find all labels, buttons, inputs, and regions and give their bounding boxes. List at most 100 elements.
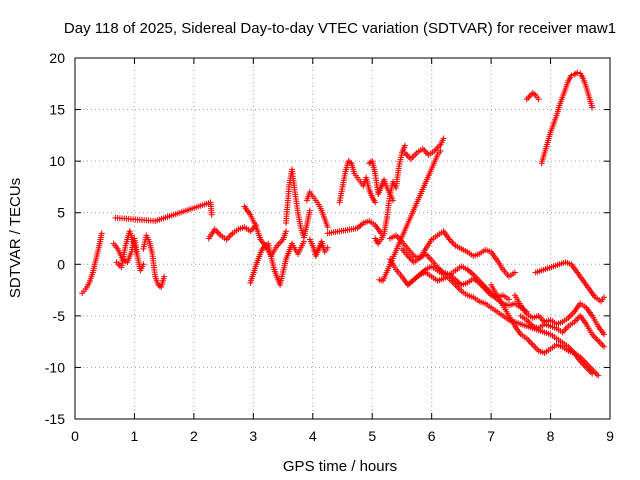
- data-point: [390, 197, 397, 204]
- data-point: [599, 342, 606, 349]
- data-point: [465, 267, 472, 274]
- series-outliers1: [112, 199, 215, 224]
- x-tick-label: 9: [606, 428, 614, 444]
- data-point: [394, 233, 401, 240]
- series-seg15: [401, 135, 447, 163]
- data-point: [140, 261, 147, 268]
- series-seg22: [517, 312, 608, 350]
- data-point: [601, 294, 608, 301]
- data-point: [455, 285, 462, 292]
- data-point: [449, 239, 456, 246]
- data-point: [98, 230, 105, 237]
- series-seg16: [387, 228, 518, 280]
- data-point: [528, 340, 535, 347]
- data-point: [406, 254, 413, 261]
- data-point: [214, 229, 221, 236]
- data-point: [409, 278, 416, 285]
- series-outliers2: [376, 147, 444, 284]
- grid-lines: [75, 58, 610, 419]
- series-seg23: [532, 259, 608, 305]
- plot-frame: [74, 57, 611, 420]
- series-seg12: [336, 158, 379, 206]
- chart-title: Day 118 of 2025, Sidereal Day-to-day VTE…: [64, 20, 616, 37]
- data-point: [437, 147, 444, 154]
- data-point: [511, 269, 518, 276]
- data-point: [427, 255, 434, 262]
- data-point: [537, 314, 544, 321]
- data-point: [574, 315, 581, 322]
- data-point: [277, 239, 284, 246]
- y-tick-label: -15: [45, 411, 65, 427]
- data-point: [355, 223, 362, 230]
- y-tick-marks: [75, 57, 610, 420]
- y-tick-label: -5: [53, 308, 66, 324]
- data-points: [79, 69, 608, 379]
- data-point: [354, 225, 361, 232]
- series-seg21: [511, 292, 608, 338]
- data-point: [409, 154, 416, 161]
- series-seg25: [538, 69, 596, 167]
- data-point: [595, 337, 602, 344]
- data-point: [464, 266, 471, 273]
- data-point: [358, 221, 365, 228]
- data-point: [601, 343, 608, 350]
- data-point: [590, 332, 597, 339]
- data-point: [410, 276, 417, 283]
- data-point: [415, 272, 422, 279]
- y-tick-label: 0: [57, 256, 65, 272]
- data-point: [412, 151, 419, 158]
- data-point: [525, 94, 532, 101]
- x-tick-label: 8: [547, 428, 555, 444]
- data-point: [569, 310, 576, 317]
- data-point: [467, 269, 474, 276]
- data-point: [401, 142, 408, 149]
- x-tick-label: 5: [368, 428, 376, 444]
- data-point: [440, 135, 447, 142]
- series-seg24: [523, 90, 542, 103]
- x-tick-label: 7: [487, 428, 495, 444]
- x-tick-labels: 0 1 2 3 4 5 6 7 8 9: [71, 428, 614, 444]
- y-tick-label: 10: [49, 153, 65, 169]
- y-tick-label: 20: [49, 50, 65, 66]
- data-point: [574, 69, 581, 76]
- y-axis-label: SDTVAR / TECUs: [7, 178, 24, 298]
- data-point: [419, 269, 426, 276]
- series-seg4: [140, 232, 168, 290]
- series-seg18: [398, 245, 530, 315]
- x-tick-label: 3: [249, 428, 257, 444]
- data-point: [531, 343, 538, 350]
- data-point: [260, 244, 267, 251]
- data-point: [406, 280, 413, 287]
- series-seg11: [324, 217, 385, 237]
- data-point: [306, 207, 313, 214]
- data-point: [595, 372, 602, 379]
- data-point: [216, 230, 223, 237]
- data-point: [407, 279, 414, 286]
- series-seg9: [303, 189, 331, 231]
- series-seg20: [488, 281, 602, 379]
- data-point: [523, 96, 530, 103]
- series-seg3: [113, 228, 140, 271]
- data-point: [357, 222, 364, 229]
- data-point: [324, 224, 331, 231]
- data-point: [455, 279, 462, 286]
- data-point: [410, 152, 417, 159]
- y-tick-labels: -15 -10 -5 0 5 10 15 20: [45, 50, 65, 427]
- data-point: [568, 311, 575, 318]
- data-point: [453, 283, 460, 290]
- data-point: [589, 104, 596, 111]
- data-point: [447, 238, 454, 245]
- data-point: [525, 337, 532, 344]
- series-seg10: [306, 236, 331, 260]
- data-point: [133, 250, 140, 257]
- data-point: [598, 340, 605, 347]
- data-point: [228, 231, 235, 238]
- data-point: [592, 369, 599, 376]
- data-point: [593, 371, 600, 378]
- data-point: [404, 152, 411, 159]
- y-tick-label: 15: [49, 102, 65, 118]
- data-point: [593, 336, 600, 343]
- data-point: [596, 339, 603, 346]
- data-point: [601, 331, 608, 338]
